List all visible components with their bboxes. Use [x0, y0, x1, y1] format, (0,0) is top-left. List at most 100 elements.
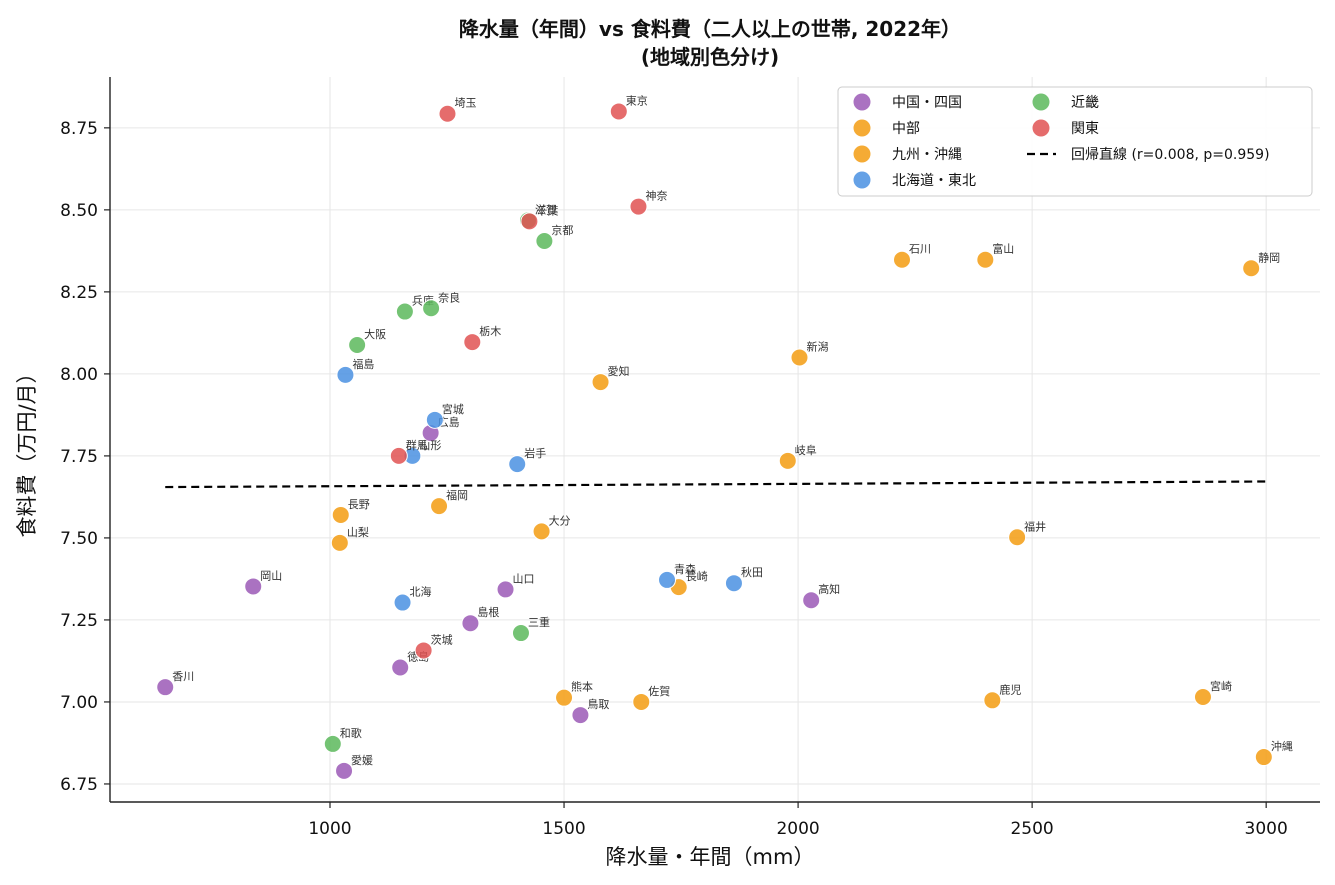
x-tick-label: 2500 — [1010, 819, 1053, 839]
data-point — [802, 591, 821, 610]
legend-marker — [853, 93, 871, 111]
data-point — [330, 533, 349, 552]
point-label: 宮崎 — [1210, 679, 1232, 693]
point-label: 秋田 — [741, 565, 763, 579]
x-tick-label: 1500 — [542, 819, 585, 839]
point-label: 山形 — [419, 439, 441, 452]
legend-label: 中部 — [892, 121, 920, 137]
y-tick-label: 7.00 — [60, 693, 98, 713]
data-point — [632, 692, 651, 711]
data-point — [389, 446, 408, 465]
data-point — [156, 678, 175, 697]
point-label: 佐賀 — [648, 684, 670, 698]
legend-marker — [1032, 93, 1050, 111]
legend-label: 北海道・東北 — [892, 173, 976, 189]
point-label: 岐阜 — [795, 444, 817, 457]
point-label: 茨城 — [431, 632, 453, 646]
point-label: 東京 — [626, 93, 648, 107]
data-point — [496, 580, 515, 599]
point-label: 高知 — [818, 582, 840, 596]
point-label: 三重 — [528, 615, 550, 629]
data-point — [348, 336, 367, 355]
y-axis-label: 食料費（万円/月） — [15, 362, 39, 537]
legend-label: 関東 — [1071, 121, 1099, 137]
point-label: 奈良 — [438, 290, 460, 304]
point-label: 滋賀 — [535, 203, 557, 216]
point-label: 山口 — [513, 572, 535, 585]
data-point — [1193, 688, 1212, 707]
y-tick-label: 7.25 — [60, 611, 98, 631]
y-tick-label: 7.50 — [60, 529, 98, 549]
data-point — [629, 197, 648, 216]
x-tick-label: 1000 — [308, 819, 351, 839]
data-point — [1254, 748, 1273, 767]
data-point — [463, 333, 482, 352]
point-label: 山梨 — [347, 525, 369, 539]
data-point — [778, 451, 797, 470]
legend-label: 近畿 — [1071, 95, 1099, 111]
data-point — [414, 641, 433, 660]
data-point — [520, 212, 539, 231]
y-tick-label: 7.75 — [60, 447, 98, 467]
data-point — [430, 497, 449, 516]
data-point — [658, 570, 677, 589]
chart-subtitle: (地域別色分け) — [641, 45, 779, 69]
point-label: 宮城 — [442, 402, 464, 416]
point-label: 大分 — [549, 513, 571, 527]
x-tick-label: 3000 — [1245, 819, 1288, 839]
data-point — [893, 250, 911, 269]
data-point — [391, 658, 410, 677]
point-label: 神奈 — [645, 189, 667, 203]
legend-box — [837, 86, 1313, 197]
data-point — [335, 761, 354, 780]
point-label: 鹿児 — [999, 682, 1021, 696]
point-label: 和歌 — [340, 726, 362, 740]
point-label: 島根 — [477, 605, 499, 619]
point-label: 静岡 — [1258, 250, 1280, 264]
data-points: 香川岡山愛媛徳島広島島根山口鳥取高知長野山梨愛知岐阜新潟石川富山福井静岡福岡大分… — [156, 93, 1293, 780]
legend-marker — [853, 145, 871, 163]
point-label: 福岡 — [446, 488, 468, 502]
point-label: 福島 — [352, 357, 374, 371]
data-point — [983, 691, 1002, 710]
data-point — [591, 373, 610, 392]
data-point — [461, 614, 480, 633]
data-point — [438, 104, 457, 123]
chart-title: 降水量（年間）vs 食料費（二人以上の世帯, 2022年） — [459, 17, 961, 41]
legend-marker — [853, 171, 871, 189]
data-point — [336, 365, 355, 384]
point-label: 福井 — [1024, 519, 1046, 533]
point-label: 石川 — [909, 243, 931, 256]
data-point — [422, 299, 441, 318]
x-tick-label: 2000 — [776, 819, 819, 839]
point-label: 岡山 — [260, 569, 282, 582]
legend-label: 九州・沖縄 — [892, 147, 962, 163]
point-label: 千葉 — [536, 203, 558, 217]
y-tick-label: 8.75 — [60, 119, 98, 139]
data-point — [571, 706, 590, 725]
data-point — [395, 302, 414, 321]
point-label: 大阪 — [364, 327, 386, 341]
point-label: 栃木 — [479, 324, 501, 338]
y-tick-label: 8.00 — [60, 365, 98, 385]
point-label: 長崎 — [686, 569, 708, 583]
y-tick-label: 8.25 — [60, 283, 98, 303]
point-label: 京都 — [551, 223, 573, 237]
point-label: 愛媛 — [351, 753, 373, 767]
data-point — [535, 232, 554, 251]
data-point — [555, 688, 574, 707]
point-label: 群馬 — [406, 438, 428, 452]
data-point — [331, 505, 350, 524]
legend-label: 中国・四国 — [892, 95, 962, 111]
x-axis-label: 降水量・年間（mm） — [606, 845, 815, 869]
point-label: 鳥取 — [587, 697, 609, 711]
data-point — [511, 624, 530, 643]
point-label: 沖縄 — [1271, 739, 1293, 753]
point-label: 北海 — [410, 585, 432, 599]
data-point — [1242, 259, 1261, 278]
data-point — [976, 250, 995, 269]
data-point — [508, 455, 527, 474]
point-label: 岩手 — [524, 446, 546, 460]
